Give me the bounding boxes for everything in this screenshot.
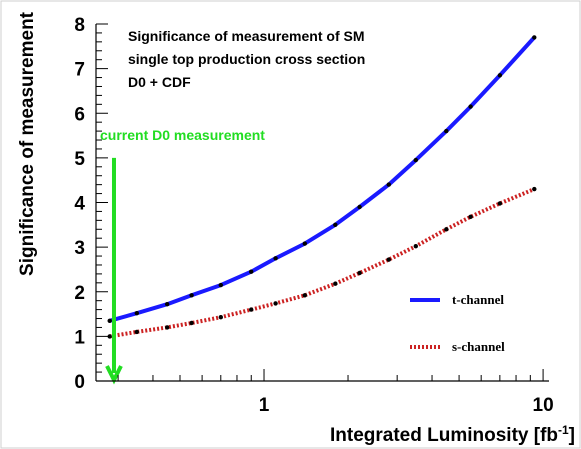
data-point-t-channel (386, 182, 391, 187)
x-tick-label: 10 (533, 395, 554, 416)
data-point-t-channel (218, 282, 223, 288)
data-point-t-channel (249, 269, 254, 274)
data-point-s-channel (302, 293, 307, 298)
data-point-s-channel (273, 301, 278, 306)
x-axis-title-superscript: -1 (558, 423, 569, 437)
chart-title-line-1: Significance of measurement of SM (128, 28, 365, 44)
axes-layer: 0 1 2 3 4 5 6 7 8 1 10 (74, 15, 553, 416)
y-tick-label: 5 (74, 149, 85, 170)
x-axis-title-end: ] (569, 425, 575, 446)
data-point-t-channel (413, 157, 418, 163)
y-tick-label: 7 (74, 60, 85, 81)
data-point-s-channel (134, 329, 139, 335)
data-point-s-channel (249, 307, 254, 312)
data-point-t-channel (165, 302, 170, 307)
data-point-t-channel (189, 293, 194, 298)
data-point-s-channel (189, 320, 194, 326)
data-point-s-channel (357, 270, 362, 276)
y-axis-title: Significance of measurement (17, 11, 38, 276)
y-tick-label: 6 (74, 104, 85, 125)
annotation-arrow-head (105, 365, 123, 385)
y-tick-label: 8 (74, 15, 85, 36)
series-line-t-channel (109, 36, 536, 323)
y-tick-label: 1 (74, 327, 85, 348)
chart-title: Significance of measurement of SM single… (128, 28, 365, 90)
data-point-t-channel (333, 222, 338, 227)
data-point-s-channel (444, 227, 449, 232)
y-tick-label: 3 (74, 238, 85, 259)
series-line-s-channel (109, 187, 536, 339)
chart-title-line-2: single top production cross section (128, 51, 365, 67)
x-axis-title: Integrated Luminosity [fb-1] (330, 423, 575, 446)
data-point-t-channel (444, 128, 449, 134)
data-point-t-channel (497, 73, 503, 78)
legend-label-s-channel: s-channel (452, 339, 505, 354)
data-point-t-channel (468, 104, 473, 109)
data-point-t-channel (273, 256, 278, 261)
data-point-s-channel (333, 281, 338, 286)
legend-label-t-channel: t-channel (452, 292, 504, 307)
data-point-s-channel (497, 201, 503, 206)
chart-title-line-3: D0 + CDF (128, 74, 191, 90)
legend: t-channel s-channel (410, 292, 505, 354)
data-point-t-channel (107, 318, 112, 323)
annotation-layer (105, 157, 123, 385)
data-point-t-channel (357, 204, 362, 210)
data-point-s-channel (532, 186, 537, 192)
data-point-s-channel (468, 214, 473, 219)
data-point-s-channel (165, 325, 170, 330)
x-axis-title-main: Integrated Luminosity [fb (330, 425, 558, 446)
data-point-s-channel (386, 257, 391, 262)
data-point-t-channel (532, 35, 537, 40)
data-point-s-channel (218, 315, 223, 320)
data-point-s-channel (413, 244, 418, 249)
y-tick-label: 0 (74, 372, 85, 393)
y-tick-label: 4 (74, 194, 85, 215)
series-layer (107, 35, 537, 339)
data-point-s-channel (107, 334, 112, 339)
data-point-t-channel (302, 241, 307, 246)
annotation-current-d0: current D0 measurement (100, 127, 265, 143)
y-tick-label: 2 (74, 283, 85, 304)
data-point-t-channel (134, 311, 139, 316)
x-tick-label: 1 (259, 395, 270, 416)
